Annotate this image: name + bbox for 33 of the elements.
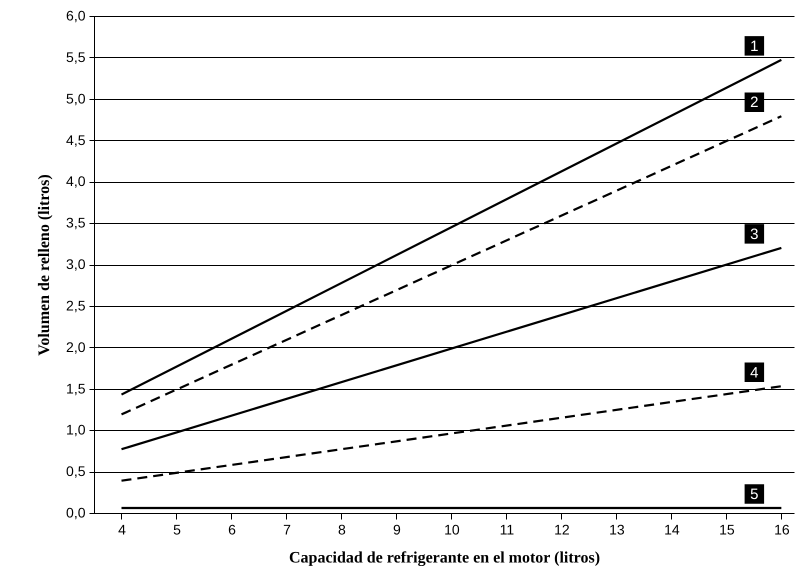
series-label: 5: [750, 486, 759, 504]
y-axis-title: Volumen de relleno (litros): [36, 174, 54, 356]
y-tick-label: 2,0: [66, 338, 86, 355]
series-label: 4: [750, 364, 759, 382]
x-tick-label: 15: [719, 522, 735, 538]
y-tick-label: 4,0: [66, 173, 86, 190]
x-tick-label: 5: [173, 522, 182, 538]
y-tick-label: 0,0: [66, 504, 86, 520]
series-label: 3: [750, 226, 759, 243]
x-tick-label: 6: [228, 522, 236, 538]
y-tick-label: 4,5: [66, 132, 86, 148]
y-tick-label: 3,0: [66, 256, 86, 272]
x-tick-label: 11: [500, 522, 514, 538]
series-label: 2: [750, 94, 759, 112]
x-axis-title: Capacidad de refrigerante en el motor (litros): [288, 550, 600, 566]
y-tick-label: 6,0: [66, 8, 86, 24]
y-tick-label: 5,5: [66, 48, 86, 65]
series-label: 1: [750, 38, 759, 55]
y-tick-label: 3,5: [66, 214, 86, 231]
x-tick-label: 16: [774, 522, 790, 538]
y-tick-label: 1,5: [66, 380, 86, 396]
x-tick-label: 8: [338, 522, 346, 538]
x-tick-label: 7: [283, 522, 292, 538]
x-tick-label: 12: [554, 522, 570, 538]
y-tick-label: 2,5: [66, 297, 86, 314]
x-tick-label: 14: [664, 522, 680, 538]
y-tick-label: 0,5: [66, 463, 86, 480]
x-tick-label: 4: [118, 522, 126, 538]
x-tick-label: 13: [609, 522, 625, 538]
x-tick-label: 9: [393, 522, 402, 538]
y-tick-label: 5,0: [66, 90, 86, 106]
x-tick-label: 10: [444, 522, 460, 538]
y-tick-label: 1,0: [66, 422, 86, 438]
